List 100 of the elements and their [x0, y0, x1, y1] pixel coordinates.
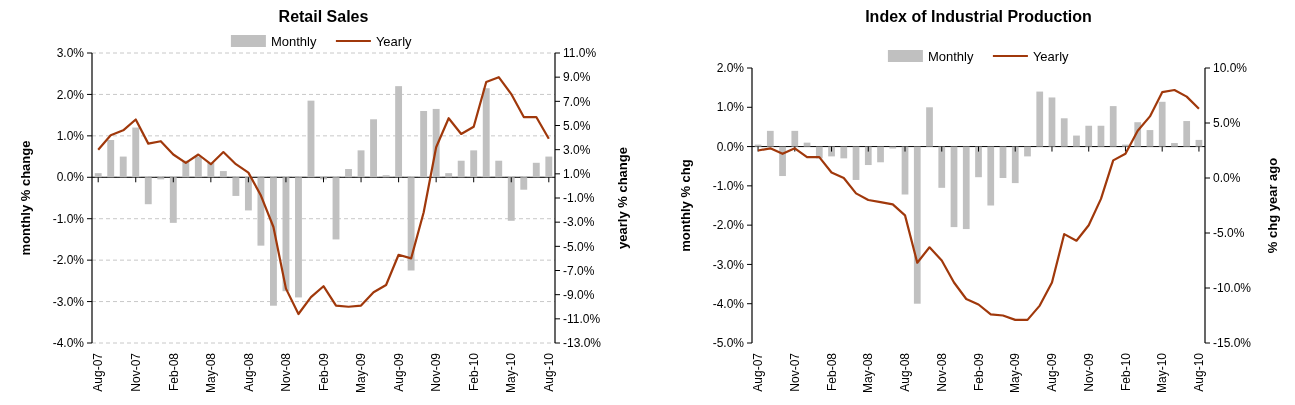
- bar: [345, 169, 352, 178]
- bar: [457, 160, 465, 178]
- y2-tick-label: 5.0%: [563, 118, 591, 133]
- x-tick-label: Feb-09: [316, 352, 331, 392]
- y-tick-label: -2.0%: [52, 253, 85, 268]
- legend-label: Monthly: [270, 33, 317, 49]
- y2-axis-title: % chg year ago: [1265, 157, 1280, 254]
- x-tick-label: Aug-09: [391, 352, 406, 392]
- bar: [1036, 91, 1044, 147]
- y-tick-label: -3.0%: [712, 257, 745, 272]
- bar: [1011, 146, 1019, 184]
- y-tick-label: -1.0%: [52, 211, 85, 226]
- y2-tick-label: 0.0%: [1213, 171, 1241, 186]
- bar: [901, 146, 909, 195]
- y-tick-label: -4.0%: [52, 336, 85, 351]
- x-tick-label: Feb-10: [466, 352, 481, 392]
- y2-tick-label: -7.0%: [563, 263, 595, 278]
- x-tick-label: Nov-08: [934, 352, 949, 392]
- y2-tick-label: -11.0%: [563, 312, 601, 327]
- x-tick-label: Nov-08: [279, 352, 294, 392]
- x-tick-label: May-09: [354, 352, 369, 394]
- bar: [766, 130, 774, 147]
- y-tick-label: 1.0%: [56, 129, 85, 144]
- bar: [232, 177, 240, 196]
- bar: [219, 171, 227, 178]
- bar: [470, 150, 478, 178]
- x-tick-label: May-09: [1008, 352, 1023, 394]
- y2-tick-label: 11.0%: [563, 46, 597, 61]
- x-tick-label: Aug-07: [751, 352, 766, 392]
- bar: [107, 140, 115, 178]
- bar: [962, 146, 970, 230]
- y-axis-title: monthly % chg: [678, 159, 693, 252]
- bar: [779, 146, 786, 177]
- x-tick-label: Aug-08: [898, 352, 913, 392]
- x-tick-label: Nov-09: [1081, 352, 1096, 392]
- y-tick-label: -3.0%: [52, 294, 85, 309]
- y-axis-title: monthly % change: [18, 140, 33, 256]
- y-tick-label: -2.0%: [712, 218, 745, 233]
- x-tick-label: Feb-09: [971, 352, 986, 392]
- y-tick-label: -5.0%: [712, 336, 745, 351]
- x-tick-label: Aug-08: [241, 352, 256, 392]
- x-tick-label: May-08: [204, 352, 219, 394]
- bar: [877, 146, 884, 163]
- bar: [1073, 135, 1080, 147]
- bar: [938, 146, 946, 188]
- bar: [1060, 118, 1068, 147]
- legend-label: Yearly: [1032, 48, 1070, 64]
- bar: [207, 162, 215, 178]
- bar: [194, 156, 202, 178]
- bar: [119, 156, 127, 178]
- bar: [987, 146, 995, 206]
- y2-tick-label: 1.0%: [563, 167, 591, 182]
- bar: [975, 146, 982, 178]
- x-tick-label: Aug-10: [1192, 352, 1207, 392]
- y2-tick-label: -5.0%: [1213, 226, 1245, 241]
- line-series: [756, 88, 1201, 321]
- x-tick-label: May-10: [504, 352, 519, 394]
- y2-tick-label: -9.0%: [563, 287, 595, 302]
- bar: [532, 162, 540, 178]
- bar: [1024, 146, 1031, 157]
- y-tick-label: 1.0%: [716, 100, 745, 115]
- chart-title: Index of Industrial Production: [865, 8, 1092, 25]
- legend-label: Yearly: [375, 33, 413, 49]
- chart-title: Retail Sales: [278, 8, 369, 25]
- x-tick-label: May-08: [861, 352, 876, 394]
- line-series: [97, 76, 550, 316]
- y-tick-label: 0.0%: [716, 139, 745, 154]
- x-tick-label: Aug-07: [91, 352, 106, 392]
- bar: [791, 130, 799, 147]
- y2-tick-label: 5.0%: [1213, 116, 1241, 131]
- y2-tick-label: 7.0%: [563, 94, 591, 109]
- y-tick-label: 2.0%: [716, 61, 745, 76]
- bar: [94, 173, 102, 178]
- bar: [495, 160, 503, 178]
- bar: [1109, 106, 1117, 147]
- y-tick-label: 2.0%: [56, 87, 85, 102]
- bar: [1048, 97, 1056, 147]
- x-tick-label: Aug-09: [1045, 352, 1060, 392]
- bar: [1085, 125, 1093, 147]
- y2-tick-label: -5.0%: [563, 239, 595, 254]
- bar: [864, 146, 872, 166]
- bar: [1171, 143, 1178, 147]
- bar: [1097, 125, 1105, 147]
- bar: [244, 177, 252, 211]
- x-tick-label: May-10: [1155, 352, 1170, 394]
- bar: [926, 107, 933, 147]
- legend-label: Monthly: [927, 48, 974, 64]
- x-tick-label: Nov-07: [788, 352, 802, 392]
- bar: [1146, 130, 1154, 147]
- y-tick-label: 3.0%: [56, 46, 85, 61]
- y2-tick-label: 3.0%: [563, 142, 591, 157]
- y2-axis-title: yearly % change: [615, 147, 630, 249]
- x-tick-label: Feb-08: [824, 352, 839, 392]
- bar: [144, 177, 152, 205]
- x-tick-label: Nov-07: [128, 352, 143, 392]
- bar: [445, 173, 453, 178]
- y-tick-label: -1.0%: [712, 179, 745, 194]
- y2-tick-label: 10.0%: [1213, 61, 1248, 76]
- x-tick-label: Feb-10: [1118, 352, 1133, 392]
- bar: [382, 175, 390, 178]
